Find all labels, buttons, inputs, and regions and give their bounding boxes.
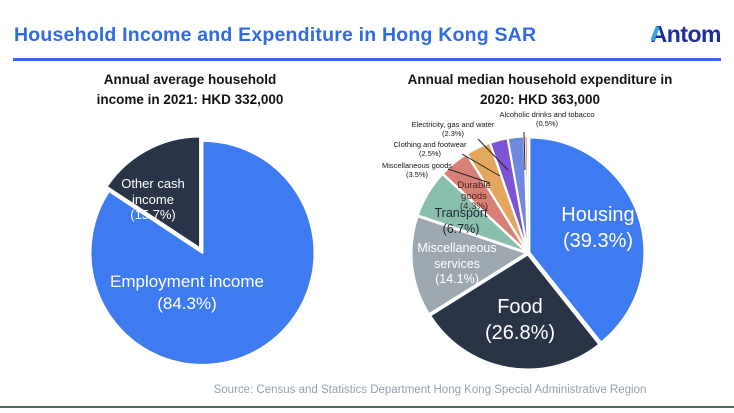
pie-slice-employment-income (89, 139, 316, 366)
antom-logo: Antom (649, 21, 722, 48)
leader-line (447, 168, 491, 184)
pie-slice-miscellaneous-services (410, 215, 528, 316)
title-underline (13, 58, 721, 61)
expenditure-chart-title-line2: 2020: HKD 363,000 (479, 92, 601, 107)
leader-line (523, 131, 526, 171)
leader-line (461, 153, 501, 177)
expenditure-chart-title-line1: Annual median household expenditure in (407, 72, 673, 87)
pie-slice-food (429, 253, 601, 371)
source-note: Source: Census and Statistics Department… (213, 384, 647, 396)
leader-line (477, 138, 509, 171)
antom-logo-text: Antom (650, 21, 722, 47)
page-title: Household Income and Expenditure in Hong… (14, 24, 537, 46)
bottom-accent-line (0, 406, 734, 408)
income-chart-title: Annual average household income in 2021:… (60, 70, 320, 110)
pie-slice-other-cash-income (105, 135, 202, 250)
income-chart-title-line2: income in 2021: HKD 332,000 (96, 92, 284, 107)
expenditure-chart-title: Annual median household expenditure in 2… (390, 70, 690, 110)
pie-slice-housing (528, 136, 646, 344)
income-chart-title-line1: Annual average household (103, 72, 277, 87)
